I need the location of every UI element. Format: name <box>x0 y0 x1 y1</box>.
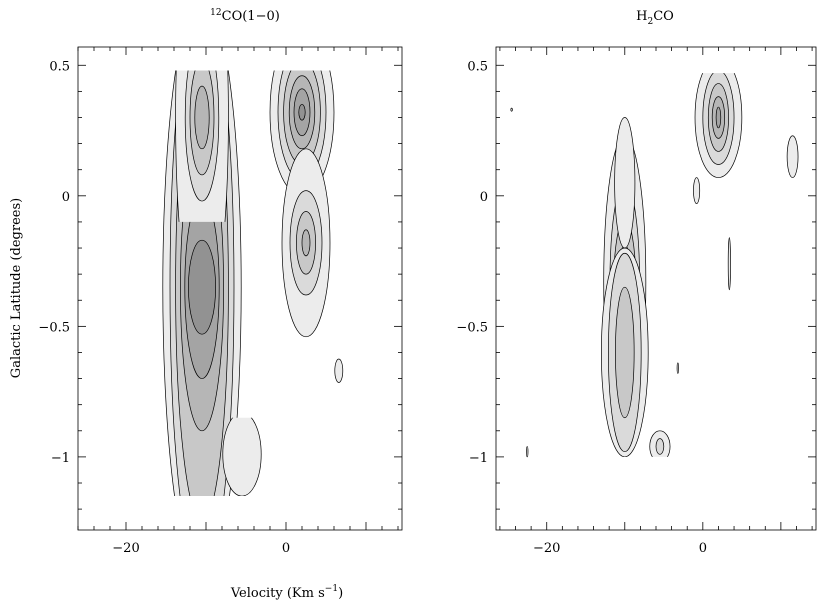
panel-h2co-ticks <box>496 47 816 530</box>
panel-h2co-title-main: H <box>636 9 647 24</box>
panel-co-title: 12CO(1−0) <box>210 8 280 24</box>
contour-level <box>194 85 210 150</box>
y-tick-label: −1 <box>469 451 488 466</box>
y-tick-label: −0.5 <box>456 320 488 335</box>
x-axis-label-close: ) <box>338 586 343 601</box>
contour-feature <box>222 417 262 497</box>
panel-h2co-tick-labels: −20 0 0.5 0 −0.5 −1 <box>456 59 707 556</box>
panel-co-contours <box>162 70 344 497</box>
panel-co-title-main: CO(1−0) <box>222 9 280 24</box>
contour-level <box>676 362 679 374</box>
x-tick-label: 0 <box>699 541 707 556</box>
panel-co-title-sup: 12 <box>210 8 221 18</box>
contour-level <box>526 446 529 458</box>
contour-feature <box>693 177 701 204</box>
contour-feature <box>694 73 743 178</box>
contour-level <box>334 358 344 383</box>
y-tick-label: 0 <box>480 190 488 205</box>
contour-level <box>614 117 636 249</box>
contour-feature <box>786 135 799 178</box>
panel-co-tick-labels: −20 0 0.5 0 −0.5 −1 <box>38 59 290 556</box>
panel-h2co-frame <box>495 46 817 531</box>
contour-feature <box>649 430 671 457</box>
contour-feature <box>614 117 636 249</box>
contour-level <box>715 106 722 129</box>
contour-feature <box>269 70 335 197</box>
contour-level <box>693 177 701 204</box>
contour-level <box>615 286 635 419</box>
contour-feature <box>510 107 513 112</box>
y-tick-label: 0 <box>62 190 70 205</box>
contour-feature <box>601 247 649 457</box>
y-axis-label: Galactic Latitude (degrees) <box>9 198 24 378</box>
y-tick-label: −0.5 <box>38 320 70 335</box>
contour-feature <box>727 237 731 291</box>
contour-level <box>510 107 513 112</box>
contour-feature <box>175 70 229 222</box>
contour-feature <box>281 148 331 338</box>
panel-co-frame <box>77 46 403 531</box>
x-tick-label: −20 <box>112 541 139 556</box>
y-tick-label: 0.5 <box>49 59 70 74</box>
x-axis-label: Velocity (Km s−1) <box>230 584 343 601</box>
x-axis-label-exp: −1 <box>325 584 338 594</box>
contour-level <box>188 239 216 335</box>
x-tick-label: −20 <box>533 541 560 556</box>
contour-level <box>301 229 311 257</box>
x-axis-label-main: Velocity (Km s <box>230 586 325 601</box>
contour-feature <box>676 362 679 374</box>
panel-h2co-title-sub: 2 <box>648 17 654 27</box>
contour-level <box>655 438 665 455</box>
contour-level <box>222 417 262 497</box>
contour-level <box>727 237 731 291</box>
panel-h2co-title-tail: CO <box>653 9 674 24</box>
contour-feature <box>526 446 529 458</box>
y-tick-label: −1 <box>51 451 70 466</box>
y-tick-label: 0.5 <box>467 59 488 74</box>
panel-co-ticks <box>77 47 402 530</box>
panel-h2co: H2CO −20 0 0.5 0 −0.5 −1 <box>456 9 817 556</box>
panel-co: 12CO(1−0) −20 0 0.5 0 −0.5 −1 <box>38 8 403 556</box>
contour-level <box>786 135 799 178</box>
contour-feature <box>334 358 344 383</box>
x-tick-label: 0 <box>282 541 290 556</box>
panel-h2co-title: H2CO <box>636 9 674 27</box>
contour-level <box>298 104 306 121</box>
panel-h2co-contours <box>510 73 799 458</box>
